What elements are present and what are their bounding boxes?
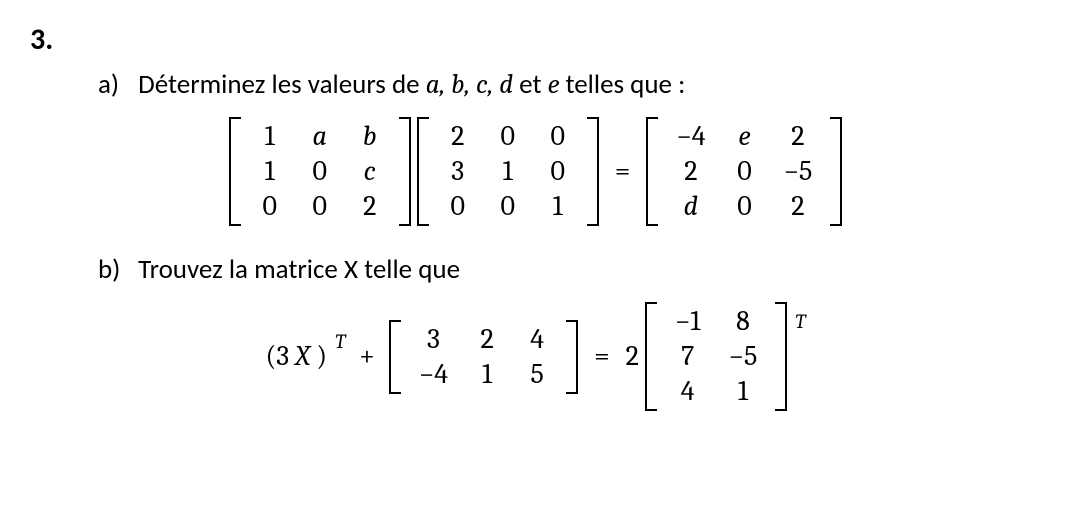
part-a-text-prefix: Déterminez les valeurs de <box>138 68 426 101</box>
mL-12: 5 <box>512 357 562 392</box>
m3-20: d <box>662 189 719 224</box>
part-b-equation: (3X)T + 324 −415 = 2 −18 7−5 41 T <box>30 302 1041 411</box>
matrix-a1: 1ab 10c 002 <box>229 117 411 226</box>
m3-01: e <box>720 119 770 154</box>
lhs-open: (3 <box>266 338 290 376</box>
coef-2: 2 <box>626 338 639 376</box>
m1-01: a <box>295 119 345 154</box>
part-a-text-suffix: telles que : <box>559 68 685 101</box>
mL-10: −4 <box>405 357 462 392</box>
m2-10: 3 <box>433 154 483 189</box>
m2-12: 0 <box>533 154 583 189</box>
matrix-b-right: −18 7−5 41 <box>645 302 787 411</box>
m1-00: 1 <box>245 119 295 154</box>
part-a-var-e: e <box>548 69 560 100</box>
exercise-page: 3. a) Déterminez les valeurs de a, b, c,… <box>0 0 1071 518</box>
mL-11: 1 <box>462 357 512 392</box>
part-a-label: a) <box>98 67 132 103</box>
m2-11: 1 <box>483 154 533 189</box>
lhs-transpose: T <box>335 329 345 356</box>
m1-22: 2 <box>345 189 395 224</box>
m3-11: 0 <box>720 154 770 189</box>
mR-21: 1 <box>714 374 771 409</box>
part-a-vars: a, b, c, d <box>426 69 513 100</box>
plus: + <box>351 338 383 376</box>
part-b: b) Trouvez la matrice X telle que <box>98 252 1041 288</box>
m1-12: c <box>345 154 395 189</box>
mL-00: 3 <box>405 322 462 357</box>
m3-00: −4 <box>662 119 719 154</box>
part-a: a) Déterminez les valeurs de a, b, c, d … <box>98 67 1041 103</box>
m3-02: 2 <box>770 119 827 154</box>
m1-11: 0 <box>295 154 345 189</box>
rhs-transpose: T <box>795 309 805 336</box>
lhs-X: X <box>295 338 310 376</box>
mR-00: −1 <box>661 304 715 339</box>
m2-21: 0 <box>483 189 533 224</box>
m3-10: 2 <box>662 154 719 189</box>
lhs-close: ) <box>316 338 327 376</box>
question-number: 3. <box>30 20 1041 61</box>
part-b-label: b) <box>98 252 132 288</box>
m2-00: 2 <box>433 119 483 154</box>
part-a-text-mid: et <box>513 68 548 101</box>
m1-20: 0 <box>245 189 295 224</box>
m1-02: b <box>345 119 395 154</box>
mR-10: 7 <box>661 339 715 374</box>
matrix-a2: 200 310 001 <box>417 117 599 226</box>
mR-20: 4 <box>661 374 715 409</box>
equals-a: = <box>605 153 641 191</box>
m2-01: 0 <box>483 119 533 154</box>
m2-02: 0 <box>533 119 583 154</box>
m2-22: 1 <box>533 189 583 224</box>
mL-01: 2 <box>462 322 512 357</box>
part-b-text: Trouvez la matrice X telle que <box>138 253 460 286</box>
m3-21: 0 <box>720 189 770 224</box>
matrix-b-left: 324 −415 <box>389 320 578 394</box>
m1-10: 1 <box>245 154 295 189</box>
equals-b: = <box>584 338 620 376</box>
m3-22: 2 <box>770 189 827 224</box>
m3-12: −5 <box>770 154 827 189</box>
part-a-equation: 1ab 10c 002 200 310 001 = −4e2 20−5 d02 <box>30 117 1041 226</box>
m2-20: 0 <box>433 189 483 224</box>
mR-11: −5 <box>714 339 771 374</box>
mL-02: 4 <box>512 322 562 357</box>
mR-01: 8 <box>714 304 771 339</box>
matrix-a3: −4e2 20−5 d02 <box>646 117 842 226</box>
m1-21: 0 <box>295 189 345 224</box>
